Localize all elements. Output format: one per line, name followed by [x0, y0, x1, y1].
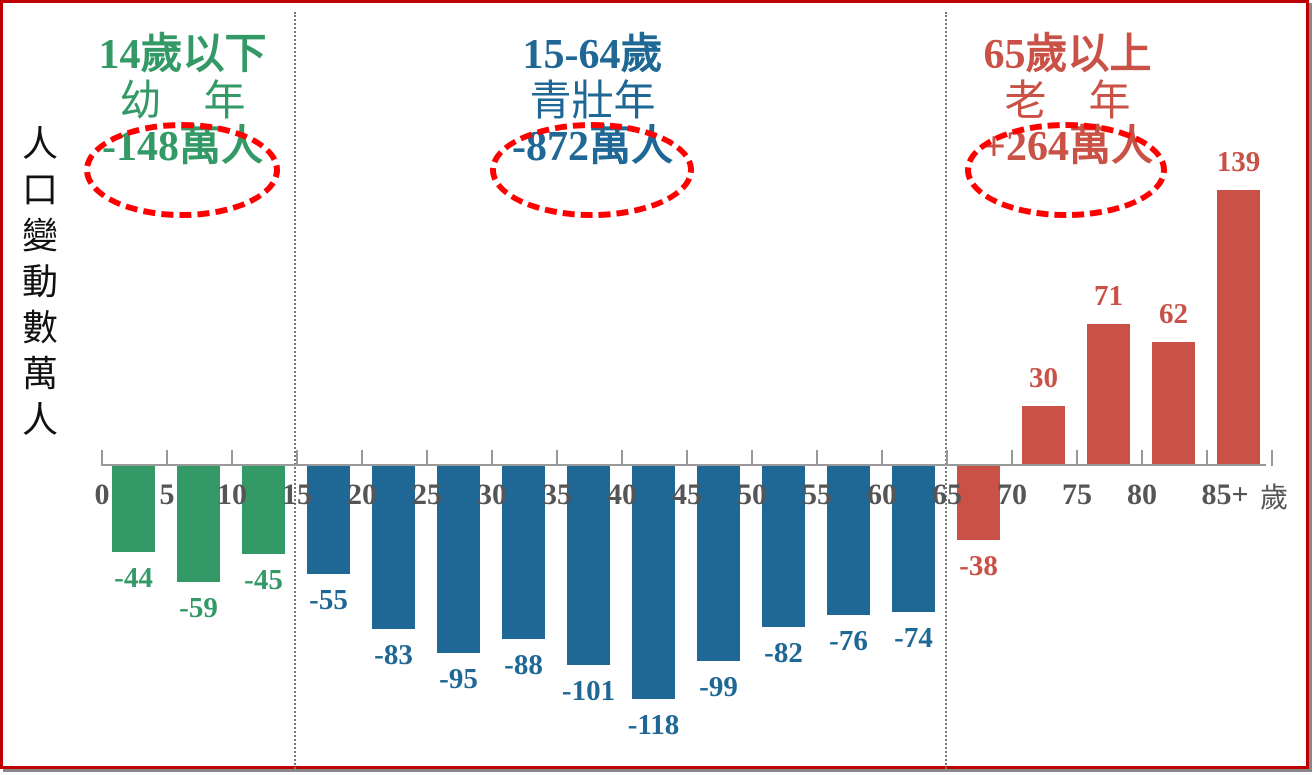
- x-axis-tick: [1011, 450, 1013, 466]
- x-axis-tick: [1206, 450, 1208, 466]
- x-axis-tick-label: 10: [217, 478, 247, 511]
- x-axis-tick: [621, 450, 623, 466]
- x-axis-tick-label: 20: [347, 478, 377, 511]
- bar-value-label: -101: [561, 674, 616, 707]
- bar-value-label: -88: [504, 649, 543, 682]
- x-axis-tick: [816, 450, 818, 466]
- bar-value-label: 30: [1029, 361, 1058, 394]
- x-axis-tick: [426, 450, 428, 466]
- x-axis-tick: [296, 450, 298, 466]
- highlight-ellipse: [490, 122, 694, 218]
- y-axis-label-char: 萬: [21, 354, 58, 395]
- bar-40-44: [632, 465, 675, 699]
- group-name: 老 年: [1004, 76, 1131, 125]
- x-axis-unit: 歲: [1260, 481, 1289, 514]
- x-axis-tick: [101, 450, 103, 466]
- bar-70-74: [1022, 405, 1065, 465]
- bar-value-label: -83: [374, 639, 413, 672]
- bar-value-label: -76: [829, 625, 868, 658]
- bar-30-34: [502, 465, 545, 640]
- group-age-range: 65歲以上: [983, 32, 1152, 78]
- x-axis-tick-label: 45: [672, 478, 702, 511]
- bar-0-4: [112, 465, 155, 553]
- group-divider: [294, 12, 296, 769]
- x-axis-tick-label: 70: [997, 478, 1027, 511]
- x-axis-tick: [881, 450, 883, 466]
- x-axis-tick-label: 85+: [1201, 478, 1249, 511]
- bar-20-24: [372, 465, 415, 630]
- x-axis-tick-label: 15: [282, 478, 312, 511]
- x-axis-tick: [361, 450, 363, 466]
- x-axis-tick-label: 40: [607, 478, 637, 511]
- x-axis-tick-label: 55: [802, 478, 832, 511]
- bar-value-label: -74: [894, 621, 933, 654]
- group-age-range: 14歲以下: [98, 32, 267, 78]
- bar-65-69: [957, 465, 1000, 541]
- y-axis-label-char: 變: [21, 216, 58, 257]
- bar-50-54: [762, 465, 805, 628]
- bar-value-label: 71: [1094, 280, 1123, 313]
- bar-15-19: [307, 465, 350, 574]
- x-axis-tick: [166, 450, 168, 466]
- x-axis-tick-label: 75: [1062, 478, 1092, 511]
- group-age-range: 15-64歲: [522, 32, 663, 78]
- bar-value-label: 62: [1159, 298, 1188, 331]
- highlight-ellipse: [84, 122, 280, 218]
- x-axis-tick-label: 5: [159, 478, 175, 511]
- bar-value-label: -95: [439, 663, 478, 696]
- y-axis-label-char: 人: [21, 124, 58, 165]
- bar-value-label: -45: [244, 564, 283, 597]
- bar-10-14: [242, 465, 285, 555]
- x-axis-tick: [556, 450, 558, 466]
- highlight-ellipse: [965, 122, 1167, 218]
- x-axis-tick: [1271, 450, 1273, 466]
- bar-value-label: -55: [309, 583, 348, 616]
- y-axis-label: 人 口 變 動 數 萬 人: [20, 122, 60, 444]
- x-axis-tick: [946, 450, 948, 466]
- x-axis-tick: [1076, 450, 1078, 466]
- bar-80-84: [1152, 342, 1195, 465]
- x-axis-tick-label: 65: [932, 478, 962, 511]
- group-divider: [945, 12, 947, 769]
- y-axis-label-char: 人: [21, 400, 58, 441]
- bar-45-49: [697, 465, 740, 662]
- x-axis-tick: [491, 450, 493, 466]
- group-name: 青壯年: [529, 76, 656, 125]
- bar-value-label: 139: [1216, 145, 1261, 178]
- bar-75-79: [1087, 324, 1130, 465]
- bar-value-label: -59: [179, 591, 218, 624]
- bar-5-9: [177, 465, 220, 582]
- x-axis-tick-label: 35: [542, 478, 572, 511]
- x-axis-tick: [751, 450, 753, 466]
- x-axis-tick-label: 60: [867, 478, 897, 511]
- x-axis-tick-label: 50: [737, 478, 767, 511]
- bar-60-64: [892, 465, 935, 612]
- x-axis-tick-label: 0: [94, 478, 110, 511]
- bar-value-label: -38: [959, 550, 998, 583]
- x-axis-tick: [1141, 450, 1143, 466]
- y-axis-label-char: 數: [21, 308, 58, 349]
- bar-25-29: [437, 465, 480, 654]
- bar-55-59: [827, 465, 870, 616]
- x-axis-tick-label: 30: [477, 478, 507, 511]
- x-axis-tick-label: 25: [412, 478, 442, 511]
- bar-85+: [1217, 189, 1260, 465]
- x-axis-tick-label: 80: [1127, 478, 1157, 511]
- x-axis: [102, 464, 1266, 466]
- bar-value-label: -118: [627, 708, 680, 741]
- bar-35-39: [567, 465, 610, 665]
- x-axis-tick: [686, 450, 688, 466]
- bar-value-label: -99: [699, 671, 738, 704]
- x-axis-tick: [231, 450, 233, 466]
- bar-value-label: -44: [114, 562, 153, 595]
- y-axis-label-char: 動: [21, 262, 58, 303]
- bar-value-label: -82: [764, 637, 803, 670]
- y-axis-label-char: 口: [21, 170, 58, 211]
- group-name: 幼 年: [119, 76, 246, 125]
